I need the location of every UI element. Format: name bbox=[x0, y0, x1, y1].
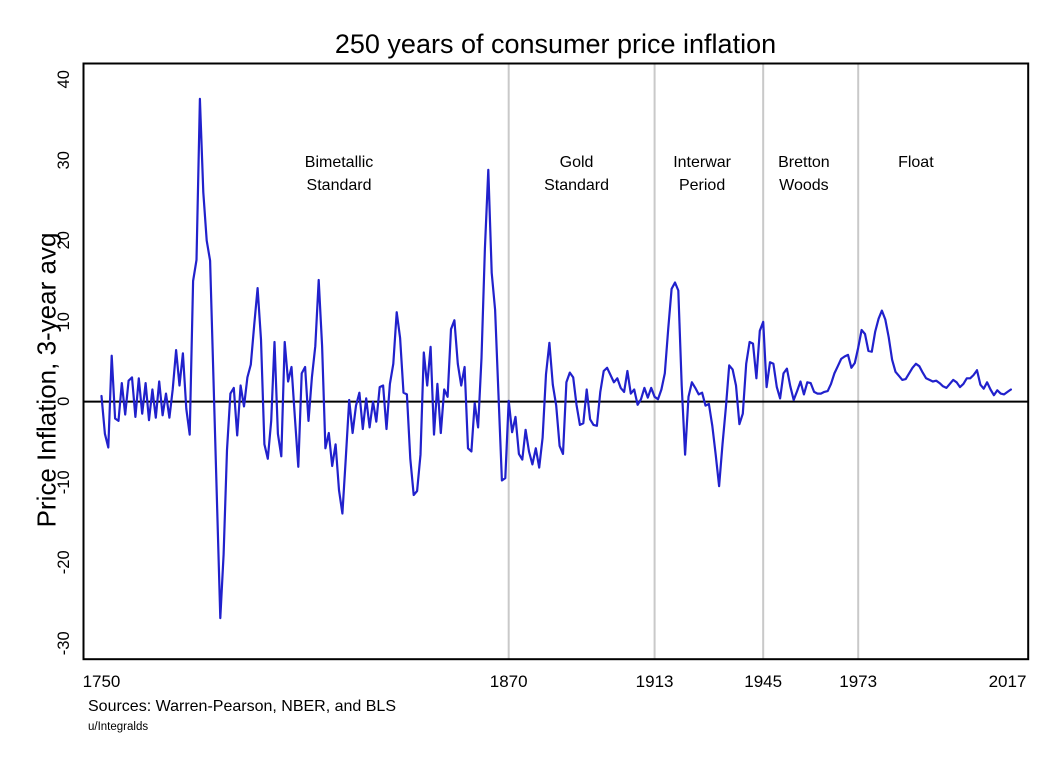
y-tick-label-0: 0 bbox=[54, 397, 73, 407]
period-label-line: Interwar bbox=[673, 153, 731, 171]
period-label-gold-standard: Gold Standard bbox=[497, 151, 657, 198]
x-tick-label-1973: 1973 bbox=[839, 671, 878, 691]
period-label-line: Standard bbox=[306, 177, 372, 194]
period-label-float: Float bbox=[836, 151, 996, 175]
sources-note: Sources: Warren-Pearson, NBER, and BLS bbox=[88, 698, 396, 715]
period-label-bimetallic-standard: Bimetallic Standard bbox=[259, 151, 419, 198]
y-tick-label--20: -20 bbox=[54, 550, 73, 575]
period-label-line: Bimetallic bbox=[304, 153, 374, 171]
period-label-interwar-period: Interwar Period bbox=[622, 151, 782, 198]
y-tick-label-40: 40 bbox=[54, 70, 73, 89]
period-label-line: Woods bbox=[779, 177, 829, 194]
y-tick-label--30: -30 bbox=[54, 631, 73, 656]
x-tick-label-1870: 1870 bbox=[489, 671, 528, 691]
x-tick-label-1913: 1913 bbox=[635, 671, 674, 691]
x-tick-label-2017: 2017 bbox=[988, 671, 1027, 691]
period-label-line: Period bbox=[678, 177, 726, 194]
period-label-bretton-woods: Bretton Woods bbox=[724, 151, 884, 198]
period-label-line: Gold bbox=[559, 153, 594, 171]
plot-border bbox=[82, 62, 1030, 661]
chart-title: 250 years of consumer price inflation bbox=[334, 29, 777, 59]
y-tick-label-10: 10 bbox=[54, 311, 73, 331]
x-tick-label-1750: 1750 bbox=[82, 671, 121, 691]
x-tick-label-1945: 1945 bbox=[744, 671, 783, 691]
inflation-line bbox=[100, 97, 1013, 620]
period-label-line: Standard bbox=[544, 177, 610, 194]
y-tick-label-20: 20 bbox=[54, 231, 73, 250]
period-label-line: Float bbox=[898, 153, 934, 171]
y-tick-label--10: -10 bbox=[54, 470, 73, 495]
period-label-line: Bretton bbox=[778, 153, 830, 171]
credit-note: u/Integralds bbox=[88, 721, 149, 733]
y-tick-label-30: 30 bbox=[54, 150, 73, 170]
